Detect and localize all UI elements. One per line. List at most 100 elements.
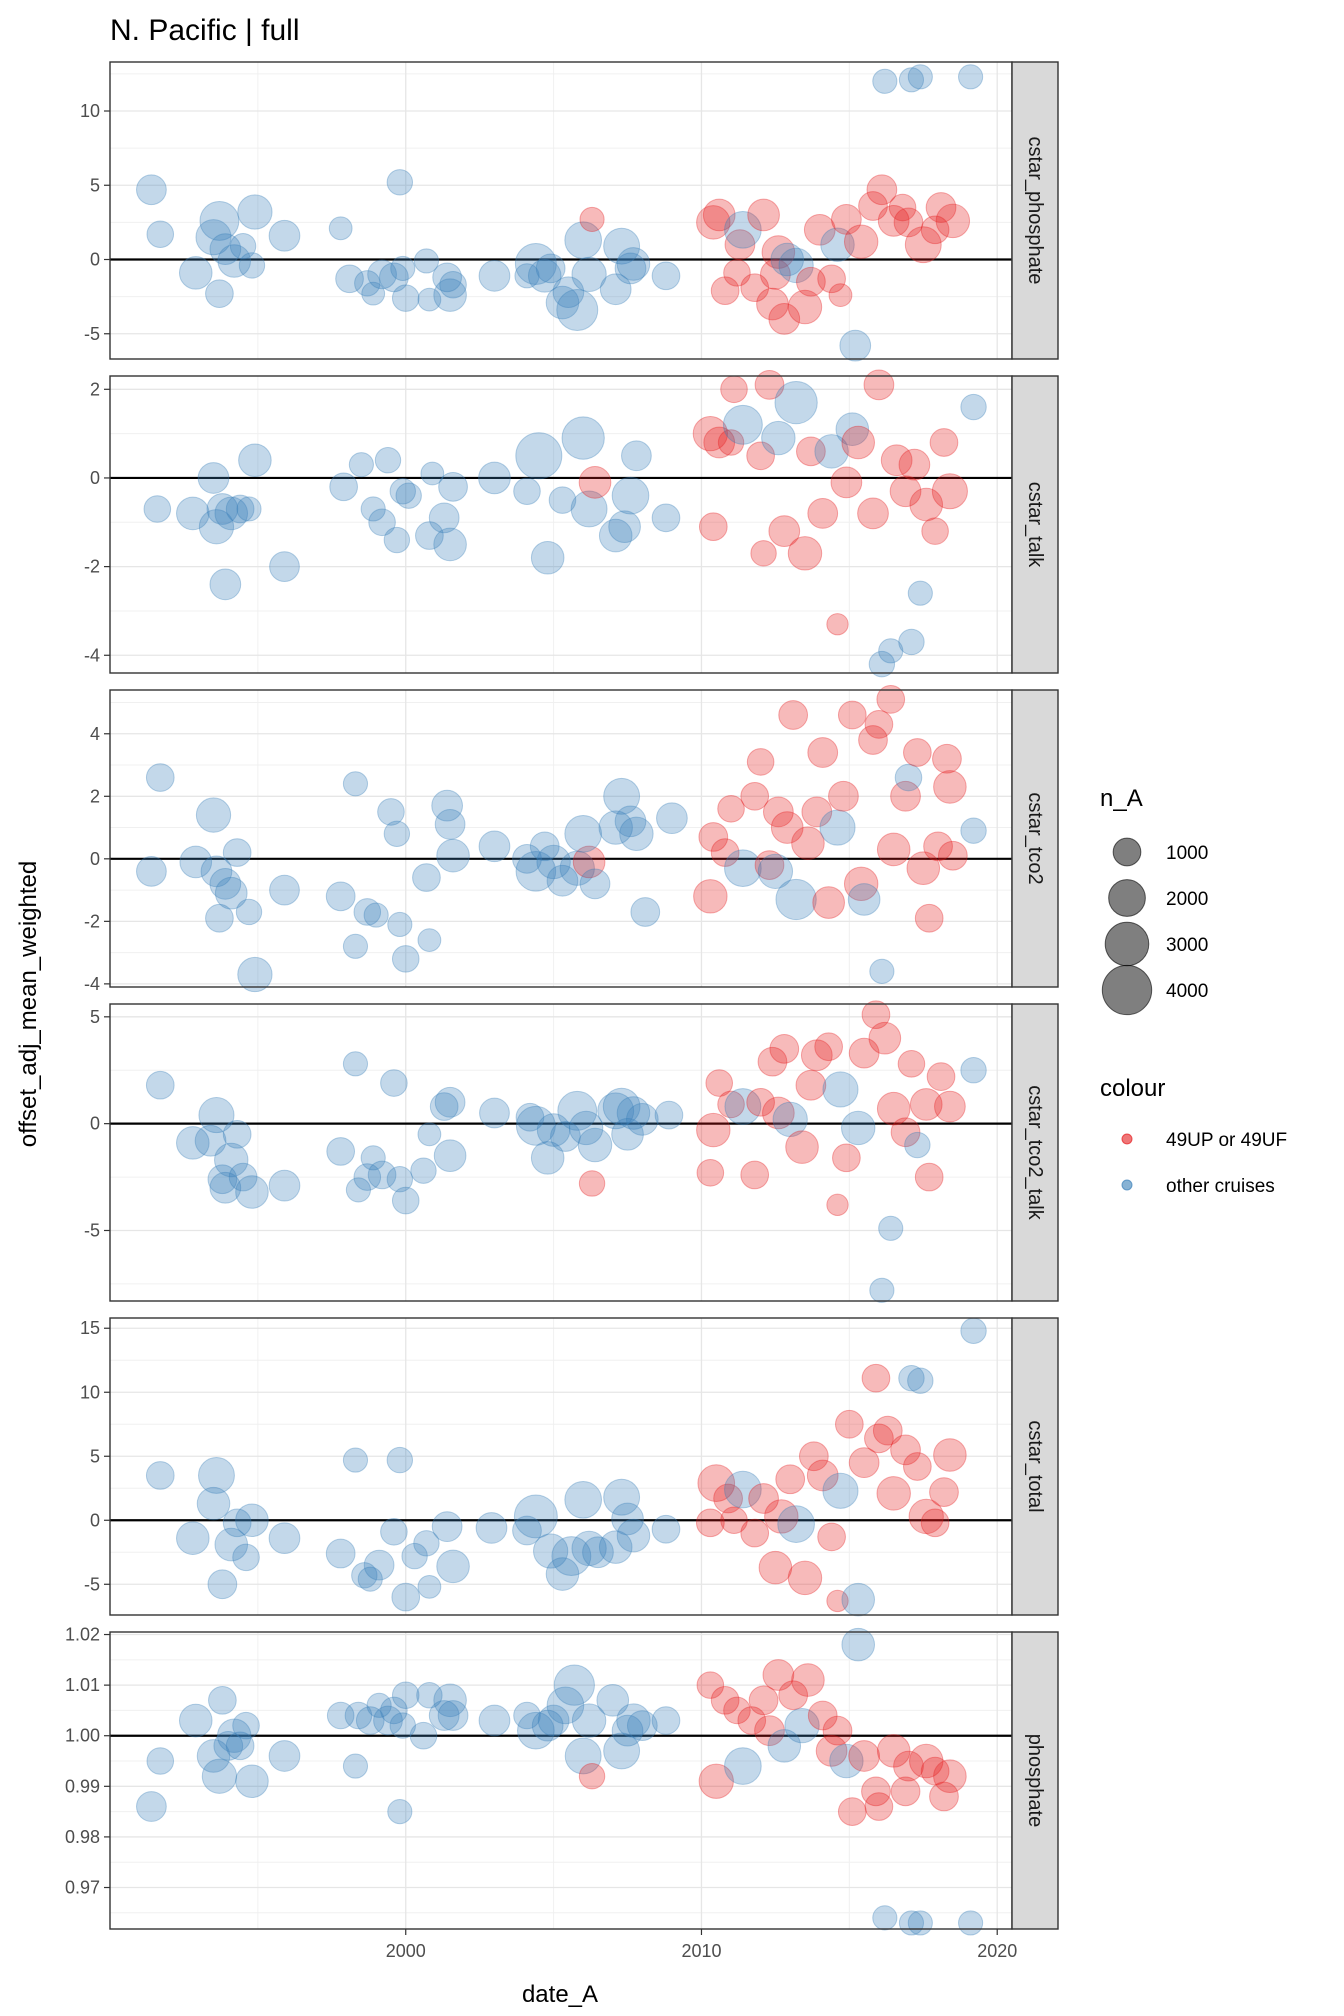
data-point bbox=[136, 855, 167, 887]
data-point bbox=[268, 1169, 301, 1202]
data-point bbox=[515, 1105, 556, 1146]
data-point bbox=[903, 1452, 932, 1481]
facet-strip bbox=[1011, 1003, 1059, 1302]
colour-legend-title: colour bbox=[1100, 1075, 1165, 1102]
data-point bbox=[478, 830, 511, 863]
data-point bbox=[517, 1711, 555, 1750]
facet-strip bbox=[1011, 1631, 1059, 1930]
data-point bbox=[176, 1521, 210, 1555]
data-point bbox=[907, 1367, 934, 1394]
data-point bbox=[535, 253, 566, 284]
data-point bbox=[890, 780, 921, 812]
data-point bbox=[436, 1549, 470, 1584]
data-point bbox=[932, 743, 962, 774]
legend: n_A 1000 2000 3000 4000 colour 49UP or 49UF… bbox=[1100, 785, 1287, 1197]
data-point bbox=[205, 903, 234, 933]
data-point bbox=[433, 527, 467, 562]
data-point bbox=[651, 261, 681, 291]
y-tick-label: 10 bbox=[80, 1382, 100, 1402]
data-point bbox=[858, 191, 888, 221]
data-point bbox=[757, 853, 794, 889]
y-tick-label: -5 bbox=[84, 1574, 100, 1594]
data-point bbox=[374, 447, 402, 474]
data-point bbox=[611, 1502, 644, 1536]
data-point bbox=[598, 518, 633, 553]
x-tick-label: 2020 bbox=[977, 1941, 1017, 1961]
data-point bbox=[933, 1759, 967, 1793]
data-point bbox=[143, 495, 172, 523]
data-point bbox=[557, 1090, 598, 1131]
data-point bbox=[750, 540, 777, 567]
data-point bbox=[796, 436, 826, 467]
data-point bbox=[740, 1518, 770, 1548]
data-point bbox=[531, 1709, 564, 1742]
data-point bbox=[380, 1069, 408, 1097]
data-point bbox=[787, 1560, 823, 1596]
facet-strip-label: cstar_phosphate bbox=[1024, 137, 1046, 285]
data-point bbox=[545, 1557, 580, 1591]
data-point bbox=[614, 805, 647, 838]
data-point bbox=[724, 229, 756, 261]
data-point bbox=[512, 1515, 542, 1546]
data-point bbox=[869, 1277, 895, 1303]
data-point bbox=[696, 1508, 725, 1538]
data-point bbox=[807, 737, 839, 768]
data-point bbox=[839, 329, 872, 362]
data-point bbox=[345, 1177, 371, 1203]
data-point bbox=[841, 1582, 875, 1617]
data-point bbox=[861, 1363, 891, 1393]
data-point bbox=[898, 67, 925, 93]
data-point bbox=[367, 259, 397, 290]
data-point bbox=[801, 796, 833, 828]
y-tick-label: 15 bbox=[80, 1318, 100, 1338]
data-point bbox=[921, 517, 949, 545]
panel-background bbox=[110, 376, 1012, 673]
data-point bbox=[960, 1317, 987, 1344]
data-point bbox=[831, 204, 862, 235]
y-tick-label: 5 bbox=[90, 1446, 100, 1466]
data-point bbox=[914, 1162, 944, 1192]
data-point bbox=[835, 1409, 864, 1439]
data-point bbox=[515, 851, 557, 892]
data-point bbox=[527, 259, 562, 293]
data-point bbox=[216, 1718, 252, 1753]
data-point bbox=[878, 638, 904, 664]
data-point bbox=[433, 278, 467, 312]
data-point bbox=[603, 1732, 641, 1770]
data-point bbox=[363, 902, 389, 928]
data-point bbox=[817, 1522, 846, 1552]
data-point bbox=[826, 613, 849, 636]
data-point bbox=[361, 281, 386, 306]
y-tick-label: 2 bbox=[90, 786, 100, 806]
data-point bbox=[814, 434, 849, 469]
data-point bbox=[878, 1215, 904, 1241]
colour-legend-label: other cruises bbox=[1166, 1176, 1275, 1197]
data-point bbox=[909, 1743, 944, 1779]
y-tick-label: -5 bbox=[84, 324, 100, 344]
data-point bbox=[367, 1160, 397, 1190]
data-point bbox=[897, 1050, 926, 1078]
data-point bbox=[207, 1164, 238, 1195]
data-point bbox=[872, 1905, 898, 1931]
data-point bbox=[746, 748, 775, 776]
data-point bbox=[578, 1763, 606, 1790]
data-point bbox=[237, 956, 273, 993]
y-tick-label: 2 bbox=[90, 379, 100, 399]
data-point bbox=[935, 203, 971, 239]
data-point bbox=[536, 1113, 571, 1147]
data-point bbox=[933, 1438, 967, 1472]
data-point bbox=[869, 958, 895, 984]
data-point bbox=[548, 486, 577, 514]
y-tick-label: 5 bbox=[90, 1007, 100, 1027]
data-point bbox=[597, 1092, 635, 1130]
size-legend-label: 2000 bbox=[1166, 889, 1208, 910]
data-point bbox=[195, 219, 232, 256]
data-point bbox=[800, 1039, 833, 1072]
size-legend-key bbox=[1101, 964, 1153, 1016]
data-point bbox=[866, 174, 898, 206]
data-point bbox=[778, 700, 809, 730]
data-point bbox=[513, 1701, 541, 1730]
data-point bbox=[651, 1706, 681, 1735]
y-tick-label: 0 bbox=[90, 849, 100, 869]
data-point bbox=[710, 1685, 740, 1715]
